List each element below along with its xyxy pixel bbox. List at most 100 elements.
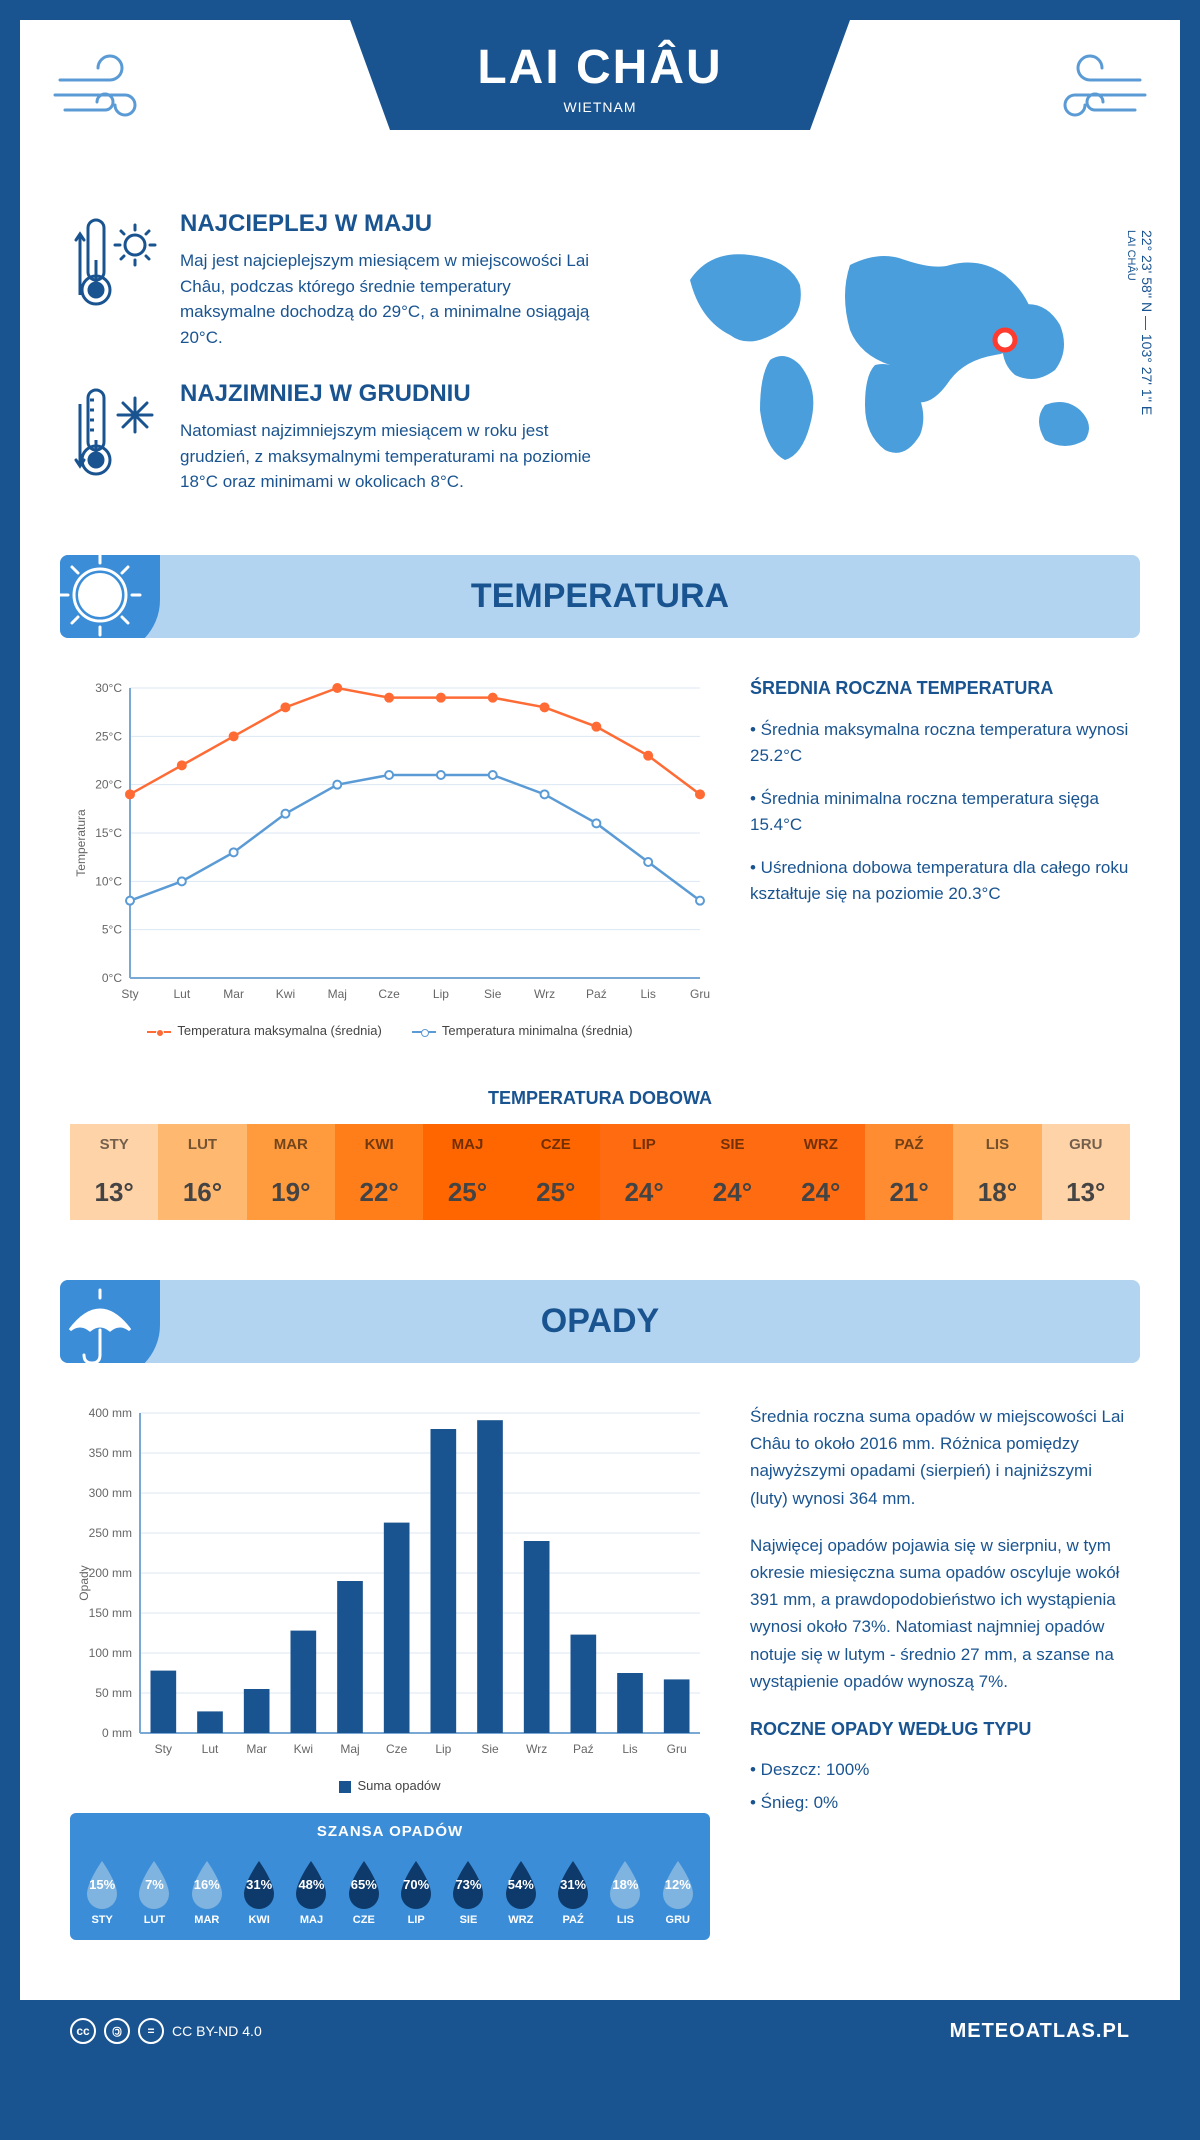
svg-text:100 mm: 100 mm [89, 1646, 132, 1660]
precip-body: 0 mm50 mm100 mm150 mm200 mm250 mm300 mm3… [20, 1363, 1180, 1960]
daily-value: 13° [70, 1165, 158, 1220]
precip-legend-label: Suma opadów [357, 1778, 440, 1793]
daily-month: PAŹ [865, 1124, 953, 1165]
coords-text: 22° 23' 58'' N — 103° 27' 1'' E [1139, 230, 1155, 415]
svg-text:0°C: 0°C [102, 971, 122, 985]
svg-text:Cze: Cze [378, 987, 400, 1001]
daily-month: CZE [512, 1124, 600, 1165]
svg-text:Mar: Mar [246, 1742, 267, 1756]
thermometer-snow-icon [70, 380, 160, 495]
drop-icon: 54% [500, 1858, 542, 1910]
daily-value: 24° [600, 1165, 688, 1220]
daily-month: LIS [953, 1124, 1041, 1165]
intro-section: NAJCIEPLEJ W MAJU Maj jest najcieplejszy… [20, 190, 1180, 555]
daily-value: 18° [953, 1165, 1041, 1220]
svg-text:Sty: Sty [121, 987, 138, 1001]
svg-text:200 mm: 200 mm [89, 1566, 132, 1580]
coordinates: 22° 23' 58'' N — 103° 27' 1'' E LAI CHÂU [1123, 230, 1155, 415]
temp-side-title: ŚREDNIA ROCZNA TEMPERATURA [750, 678, 1130, 699]
svg-text:300 mm: 300 mm [89, 1486, 132, 1500]
intro-text-column: NAJCIEPLEJ W MAJU Maj jest najcieplejszy… [70, 210, 610, 525]
chance-item: 7% LUT [128, 1858, 180, 1926]
temperature-body: 0°C5°C10°C15°C20°C25°C30°CStyLutMarKwiMa… [20, 638, 1180, 1058]
daily-value: 24° [777, 1165, 865, 1220]
svg-text:10°C: 10°C [95, 874, 122, 888]
svg-text:Cze: Cze [386, 1742, 408, 1756]
daily-month: MAR [247, 1124, 335, 1165]
chance-item: 70% LIP [390, 1858, 442, 1926]
world-map: 22° 23' 58'' N — 103° 27' 1'' E LAI CHÂU [650, 210, 1130, 525]
temp-side-item: • Średnia minimalna roczna temperatura s… [750, 786, 1130, 837]
drop-icon: 7% [133, 1858, 175, 1910]
drop-icon: 70% [395, 1858, 437, 1910]
precip-para1: Średnia roczna suma opadów w miejscowośc… [750, 1403, 1130, 1512]
svg-text:Lis: Lis [622, 1742, 637, 1756]
svg-text:30°C: 30°C [95, 681, 122, 695]
svg-text:Lip: Lip [435, 1742, 451, 1756]
chance-item: 48% MAJ [285, 1858, 337, 1926]
svg-text:Sie: Sie [481, 1742, 499, 1756]
svg-text:25°C: 25°C [95, 729, 122, 743]
page-title: LAI CHÂU [430, 40, 770, 95]
license-text: CC BY-ND 4.0 [172, 2023, 262, 2039]
daily-month: LUT [158, 1124, 246, 1165]
chance-item: 16% MAR [181, 1858, 233, 1926]
precip-banner: OPADY [60, 1280, 1140, 1363]
daily-month: SIE [688, 1124, 776, 1165]
footer-brand: METEOATLAS.PL [950, 2020, 1130, 2043]
precip-para2: Najwięcej opadów pojawia się w sierpniu,… [750, 1532, 1130, 1695]
precip-type-item: • Deszcz: 100% [750, 1756, 1130, 1783]
daily-month: LIP [600, 1124, 688, 1165]
coldest-text: Natomiast najzimniejszym miesiącem w rok… [180, 418, 610, 495]
precip-type-item: • Śnieg: 0% [750, 1789, 1130, 1816]
daily-table: STYLUTMARKWIMAJCZELIPSIEWRZPAŹLISGRU 13°… [70, 1124, 1130, 1220]
drop-icon: 16% [186, 1858, 228, 1910]
daily-month: GRU [1042, 1124, 1130, 1165]
daily-value: 24° [688, 1165, 776, 1220]
precip-chart-wrap: 0 mm50 mm100 mm150 mm200 mm250 mm300 mm3… [70, 1403, 710, 1940]
cc-icon: cc [70, 2018, 96, 2044]
drop-icon: 31% [552, 1858, 594, 1910]
page: LAI CHÂU WIETNAM [20, 20, 1180, 2062]
thermometer-sun-icon [70, 210, 160, 350]
daily-value: 16° [158, 1165, 246, 1220]
drop-icon: 12% [657, 1858, 699, 1910]
daily-value: 22° [335, 1165, 423, 1220]
wind-icon [1030, 50, 1150, 145]
daily-value: 19° [247, 1165, 335, 1220]
precip-legend: Suma opadów [70, 1778, 710, 1793]
chance-title: SZANSA OPADÓW [70, 1813, 710, 1850]
drop-icon: 73% [447, 1858, 489, 1910]
warmest-title: NAJCIEPLEJ W MAJU [180, 210, 610, 238]
footer: cc 🄯 = CC BY-ND 4.0 METEOATLAS.PL [20, 2000, 1180, 2062]
chance-item: 31% PAŹ [547, 1858, 599, 1926]
temperature-banner: TEMPERATURA [60, 555, 1140, 638]
daily-value: 13° [1042, 1165, 1130, 1220]
svg-text:50 mm: 50 mm [95, 1686, 132, 1700]
drop-icon: 31% [238, 1858, 280, 1910]
footer-license: cc 🄯 = CC BY-ND 4.0 [70, 2018, 262, 2044]
svg-text:Lip: Lip [433, 987, 449, 1001]
title-banner: LAI CHÂU WIETNAM [350, 20, 850, 130]
daily-month: MAJ [423, 1124, 511, 1165]
nd-icon: = [138, 2018, 164, 2044]
svg-text:Temperatura: Temperatura [74, 809, 88, 877]
chance-item: 18% LIS [599, 1858, 651, 1926]
svg-text:Lut: Lut [173, 987, 190, 1001]
temperature-chart: 0°C5°C10°C15°C20°C25°C30°CStyLutMarKwiMa… [70, 678, 710, 1038]
temperature-legend: Temperatura maksymalna (średnia) Tempera… [70, 1023, 710, 1038]
chance-item: 31% KWI [233, 1858, 285, 1926]
svg-text:15°C: 15°C [95, 826, 122, 840]
svg-text:Lis: Lis [641, 987, 656, 1001]
svg-text:Mar: Mar [223, 987, 244, 1001]
daily-value: 25° [423, 1165, 511, 1220]
svg-text:Gru: Gru [690, 987, 710, 1001]
coldest-block: NAJZIMNIEJ W GRUDNIU Natomiast najzimnie… [70, 380, 610, 495]
coldest-title: NAJZIMNIEJ W GRUDNIU [180, 380, 610, 408]
drop-icon: 65% [343, 1858, 385, 1910]
svg-text:Sie: Sie [484, 987, 502, 1001]
daily-month: WRZ [777, 1124, 865, 1165]
svg-text:0 mm: 0 mm [102, 1726, 132, 1740]
svg-text:Paź: Paź [573, 1742, 594, 1756]
daily-value: 25° [512, 1165, 600, 1220]
